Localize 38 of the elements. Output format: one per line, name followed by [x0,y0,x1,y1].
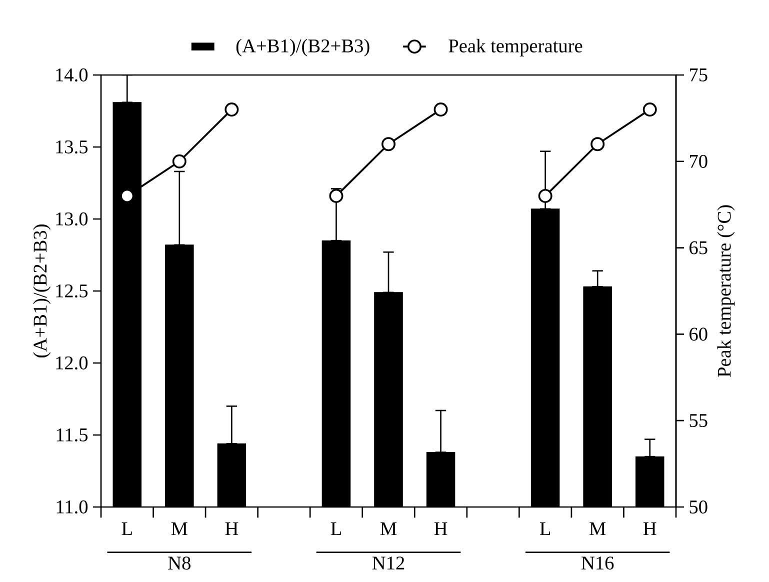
x-tick-label: L [540,522,550,536]
y2-axis-title: Peak temperature (°C) [717,205,735,377]
x-tick-label: M [171,522,188,536]
y-tick-label: 12.0 [56,356,88,370]
text: N16 [582,556,614,570]
point [224,102,239,117]
y-tick-label: 13.5 [56,140,88,154]
y2-tick-label: 65 [690,241,708,254]
x-tick-label: M [380,522,397,536]
point [590,137,605,152]
y-tick-label: 12.5 [56,284,88,298]
legend-label: (A+B1)/(B2+B3) [236,38,370,56]
point [172,154,186,168]
y2-tick-label: 50 [690,500,708,514]
text: N12 [372,556,404,570]
y-tick-label: 13.0 [56,212,88,226]
y2-tick-label: 70 [690,154,708,168]
y2-tick-label: 55 [690,414,708,428]
y-tick-label: 11.5 [56,428,88,442]
x-tick-label: H [643,522,656,536]
x-tick-label: H [225,522,238,536]
point [329,188,344,203]
x-tick-label: L [330,522,341,536]
y2-tick-label: 60 [690,328,708,341]
x-tick-label: H [434,522,448,536]
y2-tick-label: 75 [690,68,708,82]
point [382,137,396,152]
x-tick-label: L [122,522,132,536]
y-tick-label: 14.0 [56,68,88,82]
point [642,102,657,117]
point [120,188,134,203]
point [434,102,448,117]
legend-label: Peak temperature [448,38,582,56]
y-tick-label: 11.0 [56,500,88,514]
x-tick-label: M [590,522,606,536]
point [538,188,552,203]
text: N8 [168,556,190,570]
y-axis-title: (A+B1)/(B2+B3) [33,224,51,358]
